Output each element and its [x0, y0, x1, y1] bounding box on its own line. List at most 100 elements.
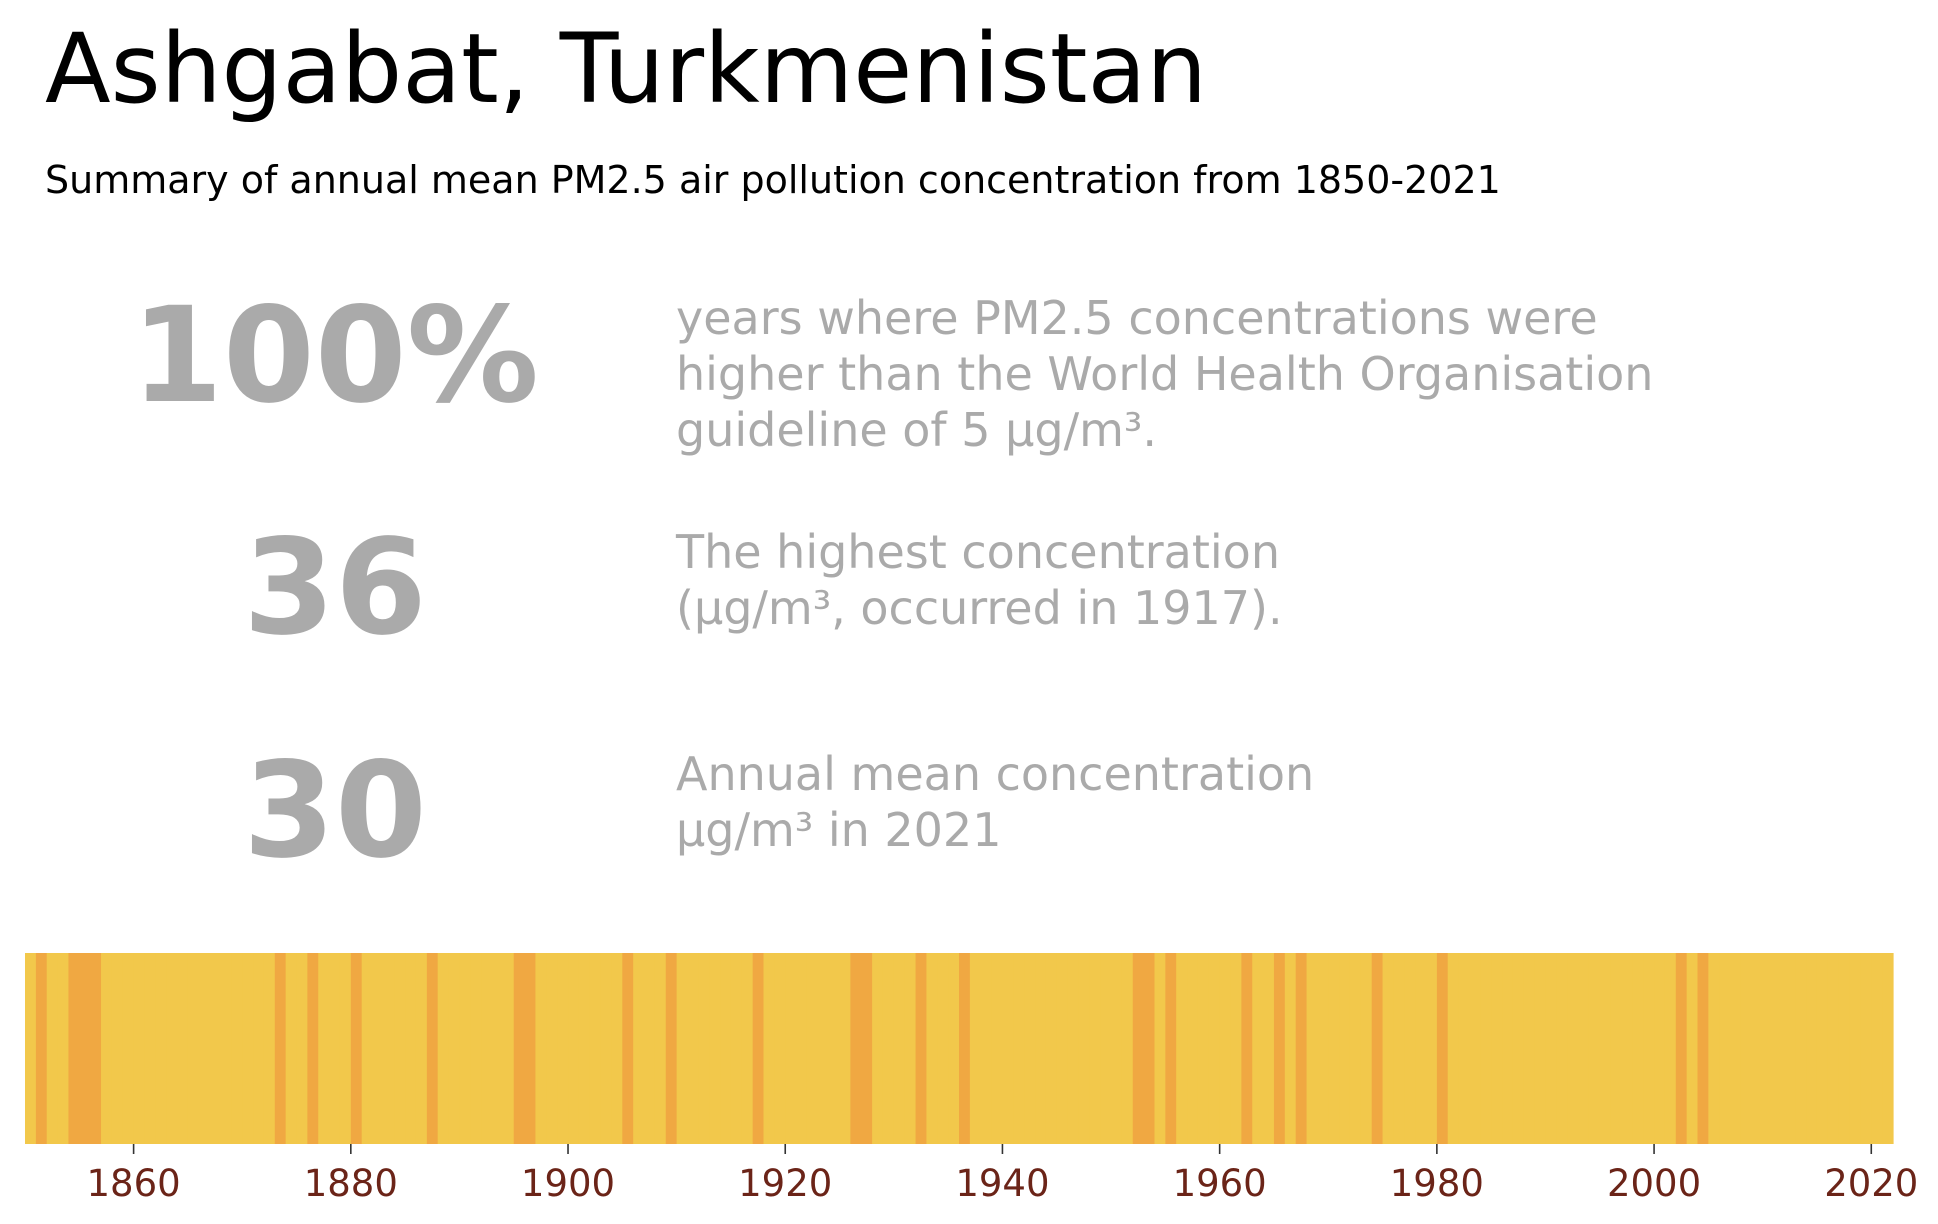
stripe-1892: [481, 953, 493, 1144]
stripe-2004: [1697, 953, 1709, 1144]
stripe-1939: [991, 953, 1004, 1144]
stripe-1891: [470, 953, 482, 1144]
stripe-1930: [893, 953, 906, 1144]
stripe-1937: [969, 953, 982, 1144]
stripe-1970: [1328, 953, 1340, 1144]
stat-years-above-guideline-description: years where PM2.5 concentrations were hi…: [676, 290, 1906, 458]
x-tick-label: 2020: [1824, 1162, 1918, 1205]
stripe-1984: [1480, 953, 1492, 1144]
stripe-2010: [1762, 953, 1775, 1144]
stripe-1975: [1382, 953, 1395, 1144]
stripe-1896: [524, 953, 537, 1144]
stripe-1886: [415, 953, 428, 1144]
stripe-1905: [622, 953, 634, 1144]
stripe-1951: [1121, 953, 1134, 1144]
stripe-1912: [698, 953, 710, 1144]
stripe-1858: [111, 953, 124, 1144]
stripe-1962: [1241, 953, 1253, 1144]
stripe-1907: [644, 953, 656, 1144]
stripe-1989: [1534, 953, 1547, 1144]
stripe-1894: [502, 953, 515, 1144]
stripe-1902: [589, 953, 602, 1144]
stripe-1899: [557, 953, 569, 1144]
stripe-1979: [1426, 953, 1438, 1144]
stripe-1917: [752, 953, 765, 1144]
stripe-1943: [1035, 953, 1047, 1144]
stripe-1961: [1230, 953, 1242, 1144]
stripe-1972: [1349, 953, 1362, 1144]
stripe-1966: [1284, 953, 1297, 1144]
stripe-1913: [709, 953, 721, 1144]
x-tick-label: 1960: [1173, 1162, 1267, 1205]
stat-description-line: higher than the World Health Organisatio…: [676, 347, 1654, 401]
stripe-1857: [101, 953, 113, 1144]
stripe-1889: [448, 953, 461, 1144]
stripe-1918: [763, 953, 775, 1144]
stripe-1919: [774, 953, 786, 1144]
stripe-1957: [1187, 953, 1199, 1144]
stripe-2000: [1654, 953, 1666, 1144]
stripe-1901: [578, 953, 591, 1144]
stripe-1967: [1295, 953, 1308, 1144]
stripe-1904: [611, 953, 623, 1144]
stripe-1931: [904, 953, 917, 1144]
stripe-1983: [1469, 953, 1481, 1144]
stripe-2003: [1686, 953, 1699, 1144]
stripe-1862: [155, 953, 167, 1144]
stripe-1926: [850, 953, 862, 1144]
stripe-1987: [1512, 953, 1525, 1144]
stripe-1944: [1045, 953, 1058, 1144]
stripe-1882: [372, 953, 384, 1144]
stripe-1872: [263, 953, 276, 1144]
stripe-1881: [361, 953, 374, 1144]
x-tick-label: 1860: [87, 1162, 181, 1205]
stripe-1996: [1610, 953, 1623, 1144]
stripe-1964: [1263, 953, 1275, 1144]
stripe-2006: [1719, 953, 1731, 1144]
stripe-1878: [329, 953, 341, 1144]
stripe-1941: [1013, 953, 1025, 1144]
stripe-1938: [980, 953, 993, 1144]
stripe-1887: [426, 953, 439, 1144]
stripe-2014: [1806, 953, 1818, 1144]
stripe-1982: [1458, 953, 1471, 1144]
stat-description-line: guideline of 5 µg/m³.: [676, 403, 1157, 457]
stripe-1875: [296, 953, 308, 1144]
stripe-1884: [394, 953, 406, 1144]
stripe-1997: [1621, 953, 1633, 1144]
stripe-1960: [1219, 953, 1232, 1144]
stripe-1859: [122, 953, 135, 1144]
stripe-1958: [1197, 953, 1210, 1144]
stripe-1971: [1339, 953, 1351, 1144]
stripe-1923: [817, 953, 830, 1144]
stripe-1893: [492, 953, 504, 1144]
stripe-1953: [1143, 953, 1156, 1144]
stripe-1992: [1567, 953, 1579, 1144]
stripe-2019: [1860, 953, 1872, 1144]
stripe-1906: [633, 953, 645, 1144]
stripe-1853: [57, 953, 70, 1144]
stripe-1999: [1643, 953, 1655, 1144]
chart-subtitle: Summary of annual mean PM2.5 air polluti…: [45, 158, 1501, 202]
stripe-1933: [926, 953, 938, 1144]
stat-latest-mean-value: 30: [243, 734, 427, 888]
stripe-1900: [568, 953, 580, 1144]
stripe-1974: [1371, 953, 1384, 1144]
stripe-1942: [1024, 953, 1036, 1144]
stripe-1908: [654, 953, 667, 1144]
stripe-1916: [741, 953, 754, 1144]
stripe-2016: [1827, 953, 1840, 1144]
stripe-1915: [730, 953, 743, 1144]
stripe-2018: [1849, 953, 1862, 1144]
stripe-1977: [1404, 953, 1416, 1144]
stripe-1986: [1502, 953, 1514, 1144]
stripe-1868: [220, 953, 232, 1144]
stripe-1978: [1415, 953, 1427, 1144]
stripe-1973: [1360, 953, 1373, 1144]
stripe-1910: [676, 953, 689, 1144]
stripe-2001: [1664, 953, 1677, 1144]
stripe-1936: [959, 953, 971, 1144]
stripe-1991: [1556, 953, 1568, 1144]
stripe-1940: [1002, 953, 1014, 1144]
